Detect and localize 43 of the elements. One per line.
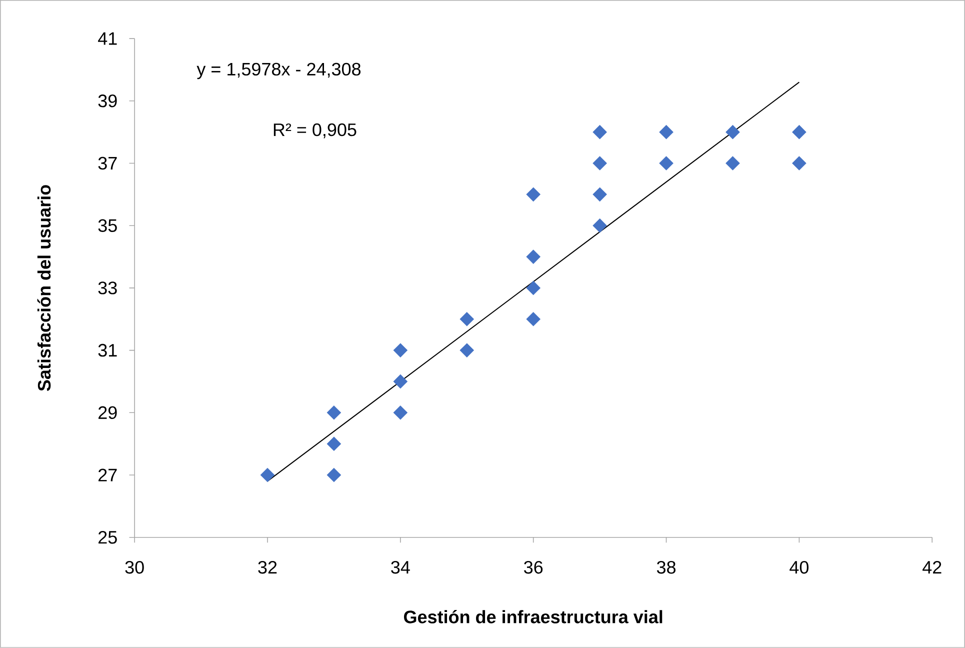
x-tick-label: 40 (790, 561, 809, 574)
x-axis-title: Gestión de infraestructura vial (404, 610, 662, 624)
x-tick-label: 42 (922, 561, 942, 574)
point (792, 156, 806, 170)
y-tick-label: 35 (98, 219, 117, 232)
point (659, 156, 674, 170)
point (460, 343, 474, 358)
point (526, 312, 540, 326)
point (393, 406, 408, 420)
y-tick-label: 29 (98, 406, 117, 420)
y-tick-label: 31 (98, 344, 117, 357)
point (659, 125, 674, 140)
point (326, 468, 342, 482)
x-tick-label: 30 (125, 561, 144, 574)
y-tick-label: 41 (98, 32, 117, 45)
point (526, 187, 540, 202)
point (260, 468, 275, 482)
point (326, 436, 342, 451)
point (792, 125, 806, 140)
y-tick-label: 39 (98, 94, 117, 108)
x-tick-label: 34 (391, 561, 410, 574)
x-tick-label: 32 (258, 561, 277, 574)
point (726, 156, 740, 170)
annotation: y = 1,5978x - 24,308 (196, 62, 361, 80)
y-tick-label: 37 (98, 156, 117, 170)
point (592, 156, 607, 170)
point (326, 406, 342, 420)
point (393, 343, 408, 358)
x-tick-label: 36 (524, 561, 543, 574)
y-tick-label: 33 (98, 282, 117, 294)
point (592, 218, 607, 233)
point (592, 187, 607, 202)
point (393, 374, 408, 389)
point (460, 312, 474, 326)
point (526, 250, 540, 264)
annotation: R² = 0,905 (274, 123, 356, 138)
point (726, 125, 740, 140)
y-axis-title: Satisfacción del usuario (37, 185, 51, 392)
y-tick-label: 25 (98, 531, 117, 544)
x-tick-label: 38 (656, 561, 676, 574)
point (592, 125, 607, 140)
point (526, 280, 540, 296)
y-tick-label: 27 (98, 468, 117, 482)
